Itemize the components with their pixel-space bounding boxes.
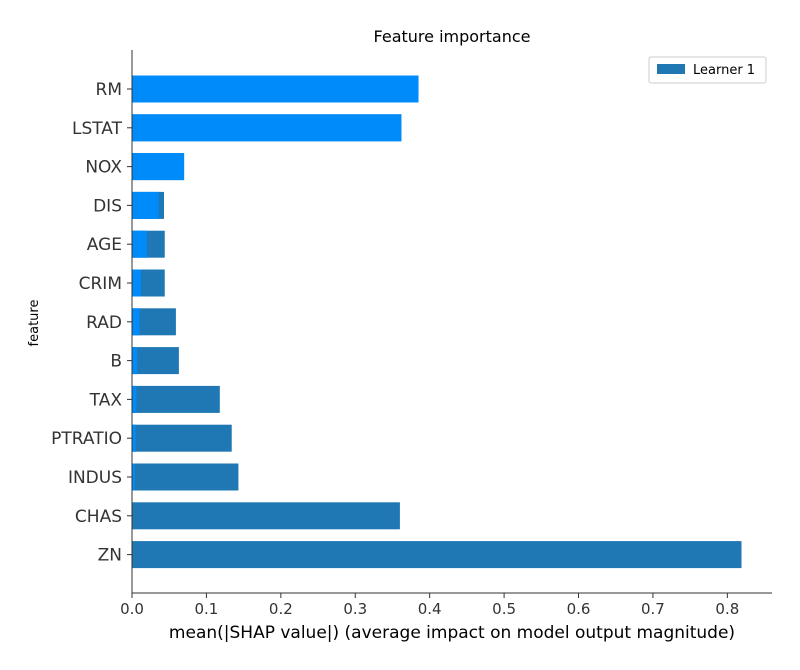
x-tick-label-4: 0.4	[418, 600, 442, 618]
bar-b-series-2	[132, 347, 138, 375]
x-tick-label-1: 0.1	[194, 600, 218, 618]
y-tick-label-lstat: LSTAT	[72, 119, 123, 139]
x-tick-label-8: 0.8	[715, 600, 739, 618]
legend-label-learner-1: Learner 1	[693, 63, 755, 78]
x-tick-label-5: 0.5	[492, 600, 516, 618]
y-axis-label: feature	[27, 300, 42, 347]
y-ticks-group: RM LSTAT NOX DIS AGE CRIM RAD B TAX PTRATIO INDUS C…	[51, 80, 132, 566]
bar-dis-series-2	[132, 191, 159, 219]
bar-tax-series-2	[132, 385, 137, 413]
bar-b-series-1	[132, 347, 179, 375]
chart-title: Feature importance	[374, 27, 531, 46]
y-tick-label-chas: CHAS	[75, 507, 122, 527]
bar-indus-series-2	[132, 463, 135, 491]
legend: Learner 1	[648, 56, 767, 84]
legend-box	[648, 56, 767, 84]
bar-chas-series-1	[132, 502, 400, 530]
legend-swatch-learner-1	[657, 64, 685, 74]
bar-age-series-2	[132, 230, 147, 258]
y-tick-label-ptratio: PTRATIO	[51, 429, 122, 449]
bar-ptratio-series-2	[132, 424, 136, 452]
y-tick-label-crim: CRIM	[79, 274, 122, 294]
x-tick-label-2: 0.2	[269, 600, 293, 618]
bar-rad-series-2	[132, 308, 140, 336]
bar-nox-series-2	[132, 153, 185, 181]
x-ticks-group: 0.0 0.1 0.2 0.3 0.4 0.5 0.6 0.7 0.8	[120, 593, 739, 618]
bars-group	[132, 75, 742, 569]
y-tick-label-zn: ZN	[98, 546, 122, 566]
x-tick-label-0: 0.0	[120, 600, 144, 618]
bar-lstat-series-2	[132, 114, 402, 142]
x-axis-label: mean(|SHAP value|) (average impact on mo…	[169, 623, 735, 643]
bar-zn-series-1	[132, 541, 742, 569]
x-tick-label-6: 0.6	[567, 600, 591, 618]
y-tick-label-indus: INDUS	[68, 468, 122, 488]
bar-tax-series-1	[132, 385, 220, 413]
y-tick-label-tax: TAX	[89, 390, 123, 410]
bar-rm-series-2	[132, 75, 419, 103]
y-tick-label-age: AGE	[87, 235, 122, 255]
y-tick-label-rad: RAD	[86, 313, 122, 333]
x-tick-label-7: 0.7	[641, 600, 665, 618]
y-tick-label-nox: NOX	[85, 158, 122, 178]
bar-indus-series-1	[132, 463, 239, 491]
y-tick-label-dis: DIS	[93, 196, 122, 216]
bar-ptratio-series-1	[132, 424, 232, 452]
y-tick-label-rm: RM	[96, 80, 122, 100]
x-tick-label-3: 0.3	[343, 600, 367, 618]
bar-crim-series-2	[132, 269, 141, 297]
y-tick-label-b: B	[110, 352, 122, 372]
